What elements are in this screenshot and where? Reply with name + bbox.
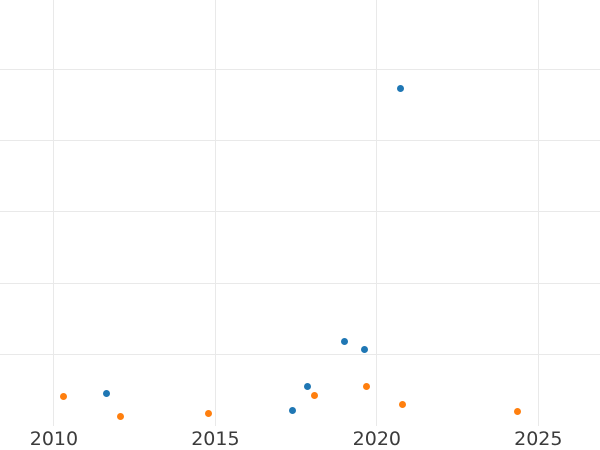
data-point-blue [289, 406, 297, 414]
gridline-horizontal [0, 211, 600, 213]
gridline-horizontal [0, 68, 600, 70]
data-point-orange [514, 408, 522, 416]
data-point-blue [304, 383, 312, 391]
gridline-horizontal [0, 139, 600, 141]
data-point-orange [363, 383, 371, 391]
gridline-vertical [53, 0, 55, 426]
x-tick-label: 2020 [352, 428, 402, 450]
gridline-vertical [537, 0, 539, 426]
gridline-horizontal [0, 353, 600, 355]
data-point-orange [60, 393, 68, 401]
gridline-horizontal [0, 282, 600, 284]
x-tick-label: 2025 [514, 428, 563, 450]
x-tick-label: 2010 [29, 428, 79, 450]
data-point-blue [341, 338, 349, 346]
data-point-blue [103, 390, 111, 398]
plot-area [0, 0, 600, 426]
data-point-orange [311, 391, 319, 399]
x-axis: 2010 2015 2020 2025 [0, 426, 600, 450]
x-tick-label: 2015 [191, 428, 240, 450]
gridline-vertical [214, 0, 216, 426]
data-point-blue [361, 346, 369, 354]
gridline-vertical [376, 0, 378, 426]
data-point-blue [397, 84, 405, 92]
data-point-orange [117, 413, 125, 421]
data-point-orange [205, 409, 213, 417]
data-point-orange [399, 401, 407, 409]
